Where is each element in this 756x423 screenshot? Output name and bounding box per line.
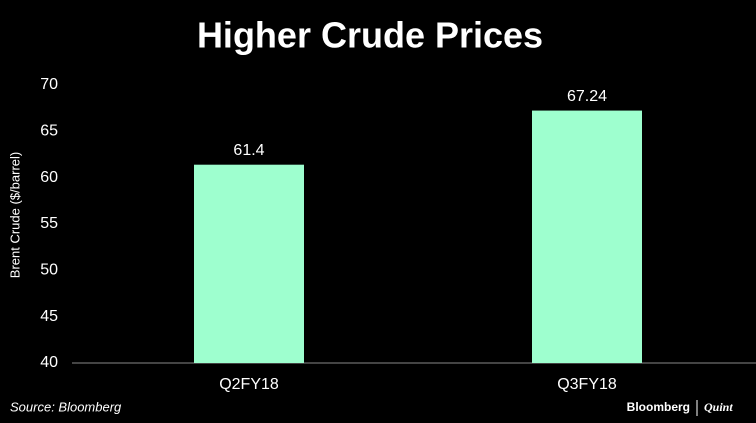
data-label: 61.4 xyxy=(233,142,264,159)
y-tick-label: 45 xyxy=(40,308,58,325)
x-tick-label: Q2FY18 xyxy=(219,376,279,393)
brand-name: Bloomberg xyxy=(627,400,690,414)
source: Source: Bloomberg xyxy=(10,399,122,414)
y-tick-label: 60 xyxy=(40,169,58,186)
brand-name: Quint xyxy=(704,400,733,414)
bar xyxy=(194,164,304,363)
y-tick-label: 50 xyxy=(40,262,58,279)
y-tick-label: 65 xyxy=(40,123,58,140)
y-axis-label: Brent Crude ($/barrel) xyxy=(7,152,22,278)
y-tick-label: 55 xyxy=(40,215,58,232)
y-tick-label: 40 xyxy=(40,354,58,371)
chart-title: Higher Crude Prices xyxy=(197,15,543,56)
y-tick-label: 70 xyxy=(40,76,58,93)
x-tick-label: Q3FY18 xyxy=(557,376,617,393)
bar xyxy=(532,110,642,364)
data-label: 67.24 xyxy=(567,88,607,105)
